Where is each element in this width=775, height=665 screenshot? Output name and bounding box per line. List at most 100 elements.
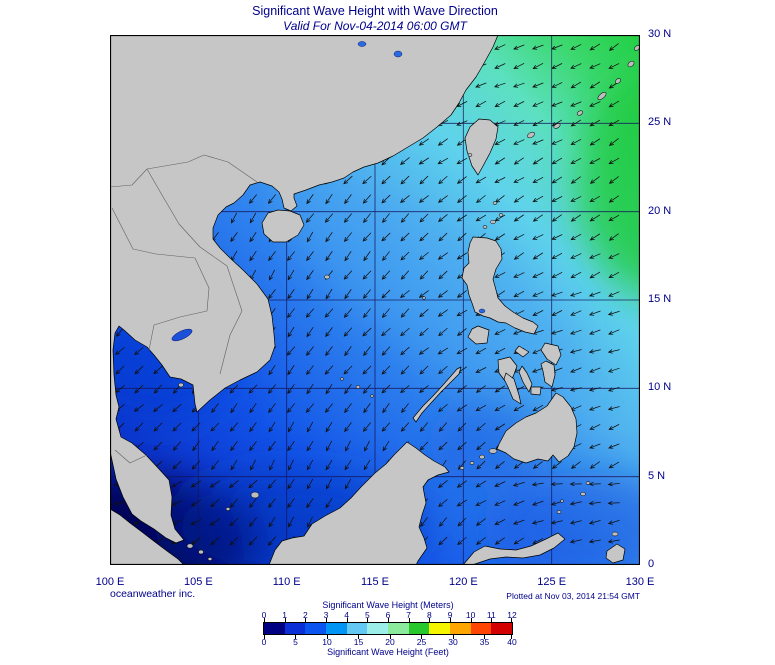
island-cebu [518,365,533,393]
island-mindanao [496,392,578,464]
colorbar-meters-ticks: 0 1 2 3 4 5 6 7 8 9 10 11 12 [261,610,517,620]
colorbar-segment [326,623,347,634]
island-halmahera [605,543,626,564]
meters-tick-label: 1 [282,610,288,620]
colorbar-segment [470,623,492,634]
lon-label: 110 E [272,576,301,588]
wave-map [109,34,641,566]
lon-label: 120 E [448,576,478,588]
meters-tick-label: 5 [364,610,370,620]
country-borders [110,154,258,464]
meters-tick-label: 2 [302,610,308,620]
colorbar-segment [367,623,389,634]
lat-label: 20 N [648,204,672,217]
colorbar-segment [305,623,327,634]
lon-label: 105 E [183,576,213,588]
island-panay [497,356,518,382]
lat-label: 25 N [648,116,672,129]
meters-tick-label: 11 [486,610,496,620]
feet-tick-label: 35 [479,637,490,647]
chart-subtitle: Valid For Nov-04-2014 06:00 GMT [283,19,467,33]
meters-tick-label: 4 [344,610,350,620]
colorbar-segment [346,623,368,634]
meters-tick-mark [429,618,431,622]
meters-tick-mark [367,618,369,622]
mainland-asia [110,35,499,544]
meters-tick-mark [305,618,307,622]
island-palawan [412,366,462,423]
meters-tick-mark [511,618,512,622]
meters-tick-label: 10 [465,610,476,620]
feet-tick-label: 30 [448,637,458,647]
colorbar-feet-ticks: 0 5 10 15 20 25 30 35 40 [261,637,517,647]
map-area: 100 E 105 E 110 E 115 E 120 E 125 E 130 E 30 N… [96,28,672,588]
lon-label: 125 E [537,576,567,588]
island-masbate [514,345,530,358]
lat-label: 30 N [648,28,672,40]
feet-tick-label: 20 [385,637,395,647]
feet-tick-mark [484,635,486,639]
feet-tick-label: 15 [353,637,364,647]
lat-label: 0 [648,558,655,570]
island-negros [503,372,522,405]
plotted-timestamp: Plotted at Nov 03, 2014 21:54 GMT [506,591,640,601]
land-masses [110,35,640,565]
feet-tick-mark [511,635,512,639]
meters-tick-label: 0 [261,610,267,620]
feet-tick-mark [389,635,391,639]
meters-tick-mark [326,618,327,622]
oceanweather-credit: oceanweather inc. [110,588,196,600]
island-sulawesi [462,532,566,565]
colorbar-segment [429,623,451,634]
lat-label: 15 N [648,293,672,305]
meters-tick-label: 9 [447,610,453,620]
small-islands [178,45,640,561]
colorbar-segment [450,623,471,634]
feet-tick-label: 40 [507,637,517,647]
meters-tick-mark [388,618,389,622]
meters-tick-mark [346,618,348,622]
feet-tick-label: 10 [322,637,332,647]
island-borneo [268,441,450,565]
lon-label: 115 E [361,576,389,588]
chart-header: Significant Wave Height with Wave Direct… [110,4,640,33]
colorbar-segment [388,623,409,634]
island-hainan [261,209,305,243]
colorbar-segment [264,623,285,634]
meters-tick-label: 12 [507,610,517,620]
island-mindoro [467,325,490,345]
colorbar-title-feet: Significant Wave Height (Feet) [327,647,449,657]
feet-tick-label: 0 [261,637,267,647]
colorbar-segment [408,623,430,634]
meters-tick-mark [491,618,493,622]
feet-tick-mark [358,635,360,639]
colorbar-title-meters: Significant Wave Height (Meters) [322,600,454,610]
meters-tick-label: 6 [385,610,391,620]
island-bohol [530,386,542,396]
lakes [171,41,486,342]
chart-title: Significant Wave Height with Wave Direct… [252,4,498,18]
island-sumatra [110,508,185,565]
feet-tick-label: 25 [416,637,427,647]
lon-label: 130 E [625,576,655,588]
meters-tick-mark [284,618,286,622]
feet-tick-mark [326,635,328,639]
meters-tick-mark [470,618,472,622]
meters-tick-mark [450,618,451,622]
feet-tick-label: 5 [293,637,298,647]
map-frame [109,34,641,566]
meters-tick-label: 7 [406,610,412,620]
meters-tick-mark [408,618,410,622]
feet-tick-mark [264,635,265,639]
lon-label: 100 E [95,576,125,588]
meters-tick-label: 8 [426,610,432,620]
island-samar [540,342,562,366]
meters-tick-label: 3 [323,610,329,620]
colorbar-segment [491,623,513,634]
island-taiwan [464,118,499,176]
meters-tick-mark [264,618,265,622]
feet-tick-mark [452,635,454,639]
lat-label: 5 N [648,469,666,482]
